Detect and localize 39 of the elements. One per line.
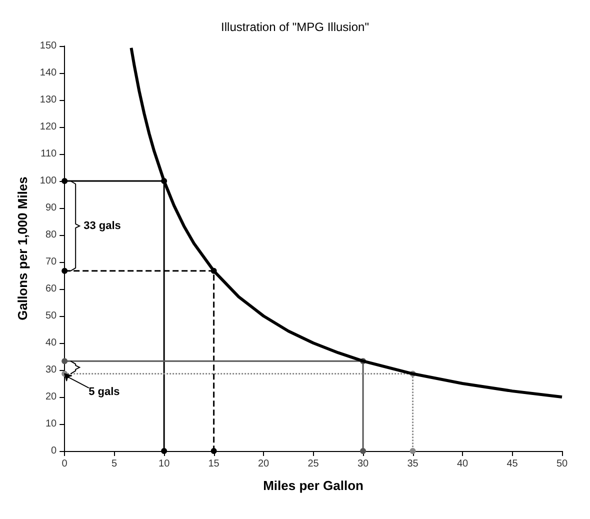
point	[161, 448, 168, 454]
y-tick-label: 40	[45, 338, 58, 348]
x-tick-label: 35	[407, 458, 419, 470]
y-tick-label: 120	[40, 122, 58, 132]
x-tick-label: 30	[357, 458, 370, 470]
point	[62, 268, 68, 274]
y-tick-label: 20	[45, 392, 58, 402]
point	[410, 448, 416, 454]
x-tick-label: 20	[258, 458, 270, 470]
chart-title: Illustration of "MPG Illusion"	[221, 20, 369, 34]
x-tick-label: 5	[112, 458, 118, 470]
y-tick-label: 70	[45, 256, 58, 268]
x-tick-label: 10	[158, 458, 170, 470]
y-tick-label: 130	[40, 94, 58, 106]
x-tick-label: 0	[62, 458, 68, 470]
x-tick-label: 25	[308, 458, 320, 470]
point	[62, 358, 68, 364]
annotation: 33 gals	[84, 220, 121, 232]
y-tick-label: 140	[40, 68, 58, 78]
x-tick-label: 40	[456, 458, 469, 470]
y-tick-label: 30	[45, 364, 58, 376]
y-tick-label: 10	[45, 418, 58, 430]
y-tick-label: 80	[45, 230, 58, 240]
x-tick-label: 50	[556, 458, 568, 470]
y-tick-label: 110	[40, 148, 58, 160]
y-tick-label: 150	[40, 40, 58, 52]
y-tick-label: 90	[45, 202, 58, 214]
point	[360, 448, 366, 454]
annotation: 5 gals	[88, 386, 120, 398]
x-axis-title: Miles per Gallon	[263, 478, 364, 493]
y-tick-label: 0	[51, 446, 58, 456]
y-tick-label: 60	[45, 284, 58, 294]
x-tick-label: 15	[208, 458, 220, 470]
y-axis-title: Gallons per 1,000 Miles	[15, 176, 30, 320]
point	[62, 178, 68, 184]
y-tick-label: 50	[45, 310, 58, 322]
x-tick-label: 45	[506, 458, 518, 470]
y-tick-label: 100	[40, 176, 58, 186]
point	[210, 448, 217, 454]
